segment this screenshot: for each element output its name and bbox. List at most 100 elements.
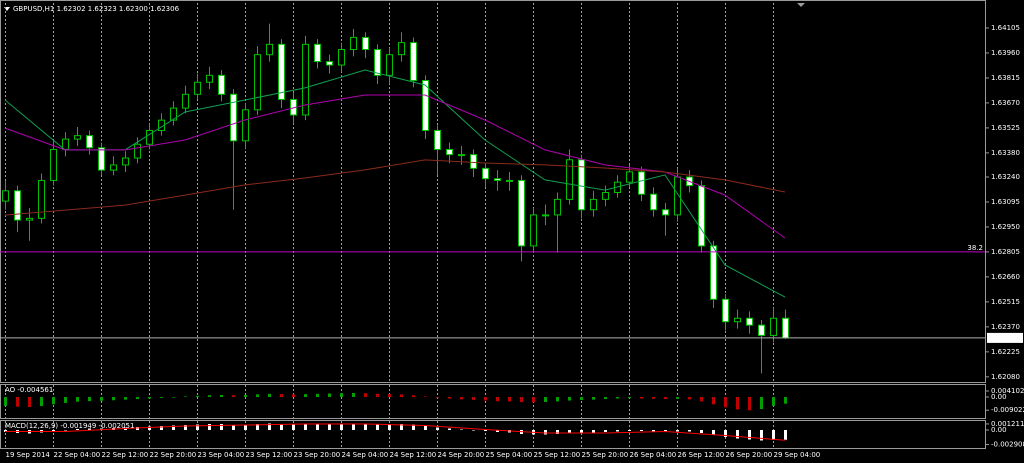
candle-body (758, 324, 765, 336)
ao-pane (0, 384, 986, 419)
indicator-bar (364, 423, 367, 430)
candle-body (206, 74, 213, 83)
fibo-level-label: 38.2 (967, 244, 983, 252)
candle-body (350, 36, 357, 51)
candle-body (266, 43, 273, 56)
indicator-bar (592, 430, 595, 433)
indicator-bar (760, 397, 763, 410)
indicator-bar (688, 397, 691, 400)
indicator-bar (772, 397, 775, 406)
x-tick-label: 26 Sep 12:00 (678, 451, 725, 459)
x-tick-label: 24 Sep 12:00 (390, 451, 437, 459)
indicator-bar (52, 430, 55, 431)
indicator-bar (652, 430, 655, 432)
macd-title: MACD(12,26,9) -0.001949 -0.002051 (5, 422, 134, 430)
x-tick-label: 22 Sep 04:00 (54, 451, 101, 459)
indicator-bar (556, 397, 559, 402)
candle-body (50, 148, 57, 181)
indicator-bar (100, 397, 103, 401)
indicator-bar (412, 395, 415, 398)
y-tick-label: 0.001211 (991, 420, 1024, 428)
candle-body (14, 190, 21, 221)
y-tick-label: 1.63380 (991, 149, 1020, 157)
ao-title: AO -0.004561 (5, 386, 53, 394)
indicator-bar (160, 426, 163, 430)
mark-layer (0, 23, 985, 441)
candle-body (482, 167, 489, 180)
indicator-bar (244, 425, 247, 430)
indicator-bar (496, 397, 499, 402)
indicator-bar (724, 430, 727, 437)
candle-body (434, 129, 441, 150)
indicator-bar (580, 430, 583, 433)
x-tick-label: 25 Sep 12:00 (534, 451, 581, 459)
indicator-bar (628, 397, 631, 399)
candle-body (734, 317, 741, 323)
indicator-bar (340, 423, 343, 430)
x-tick-label: 24 Sep 04:00 (342, 451, 389, 459)
y-tick-label: 1.63240 (991, 173, 1020, 181)
indicator-bar (28, 397, 31, 407)
candle-body (494, 178, 501, 181)
candle-body (458, 154, 465, 157)
indicator-bar (424, 396, 427, 398)
candle-body (182, 93, 189, 109)
x-tick-label: 23 Sep 12:00 (246, 451, 293, 459)
indicator-bar (364, 393, 367, 398)
indicator-bar (628, 430, 631, 431)
indicator-bar (148, 426, 151, 430)
indicator-bar (64, 397, 67, 403)
candle-body (362, 36, 369, 51)
indicator-bar (220, 394, 223, 398)
indicator-bar (268, 423, 271, 430)
candle-body (446, 148, 453, 156)
x-tick-label: 19 Sep 2014 (6, 451, 51, 459)
y-tick-label: 1.63525 (991, 124, 1020, 132)
indicator-bar (604, 430, 607, 432)
y-tick-label: 1.63095 (991, 198, 1020, 206)
candle-body (650, 193, 657, 211)
indicator-bar (652, 397, 655, 399)
indicator-bar (460, 397, 463, 400)
moving-average (4, 69, 786, 298)
indicator-bar (352, 423, 355, 430)
indicator-bar (376, 393, 379, 398)
indicator-bar (592, 397, 595, 400)
candle-body (422, 80, 429, 131)
candle-body (626, 171, 633, 183)
chart-title: GBPUSD,H1 1.62302 1.62323 1.62300 1.6230… (13, 5, 180, 13)
indicator-bar (436, 397, 439, 398)
y-tick-label: -0.002908 (991, 441, 1024, 449)
candle-body (218, 74, 225, 95)
x-tick-label: 25 Sep 04:00 (486, 451, 533, 459)
candle-body (98, 147, 105, 171)
indicator-bar (16, 397, 19, 407)
indicator-bar (64, 430, 67, 431)
indicator-bar (712, 430, 715, 435)
candle-body (338, 49, 345, 66)
indicator-bar (292, 394, 295, 398)
candle-body (518, 179, 525, 247)
indicator-bar (208, 424, 211, 430)
candle-body (230, 93, 237, 142)
indicator-bar (184, 396, 187, 398)
indicator-bar (4, 397, 7, 406)
candle-body (134, 143, 141, 159)
indicator-bar (220, 424, 223, 430)
indicator-bar (268, 393, 271, 398)
y-tick-label: 1.62225 (991, 348, 1020, 356)
indicator-bar (292, 424, 295, 430)
indicator-bar (316, 424, 319, 430)
x-tick-label: 22 Sep 20:00 (150, 451, 197, 459)
indicator-bar (412, 424, 415, 430)
indicator-bar (40, 397, 43, 407)
indicator-bar (172, 397, 175, 398)
indicator-bar (232, 395, 235, 398)
indicator-bar (112, 397, 115, 401)
candle-body (470, 154, 477, 169)
indicator-bar (304, 394, 307, 398)
indicator-bar (256, 394, 259, 398)
candle-body (578, 159, 585, 211)
candle-body (554, 198, 561, 216)
indicator-bar (736, 397, 739, 410)
